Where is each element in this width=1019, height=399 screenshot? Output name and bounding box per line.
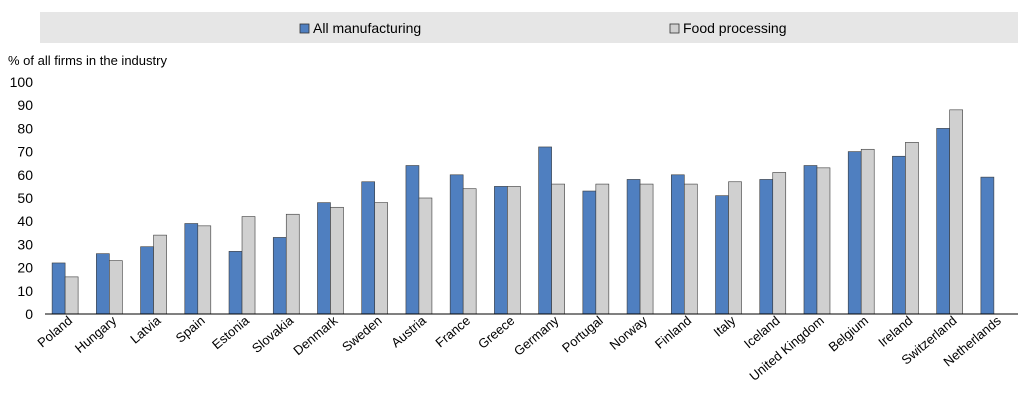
x-tick-label: Estonia bbox=[209, 312, 252, 352]
bar bbox=[639, 183, 654, 315]
bar bbox=[759, 179, 774, 315]
y-tick-label: 50 bbox=[17, 190, 33, 206]
bar bbox=[317, 202, 331, 315]
y-axis-label: % of all firms in the industry bbox=[8, 53, 167, 68]
bar bbox=[582, 190, 597, 315]
x-tick-label: Poland bbox=[34, 313, 75, 351]
bar bbox=[551, 183, 565, 315]
legend-band bbox=[40, 12, 1018, 43]
bar bbox=[772, 172, 787, 315]
x-tick-label: Norway bbox=[607, 312, 651, 352]
y-tick-label: 100 bbox=[10, 74, 34, 90]
legend-swatch bbox=[299, 23, 310, 34]
x-tick-label: Austria bbox=[388, 312, 429, 350]
bar bbox=[140, 246, 154, 315]
bar bbox=[626, 179, 641, 315]
y-tick-label: 60 bbox=[17, 167, 33, 183]
bar bbox=[197, 225, 212, 315]
y-tick-label: 30 bbox=[17, 236, 33, 252]
x-tick-label: Finland bbox=[652, 313, 694, 352]
x-tick-label: Belgium bbox=[826, 313, 872, 355]
y-tick-label: 20 bbox=[17, 260, 33, 276]
legend-label: All manufacturing bbox=[313, 20, 421, 36]
bar bbox=[494, 186, 508, 315]
bar bbox=[285, 213, 300, 315]
x-tick-label: Spain bbox=[173, 313, 208, 346]
x-tick-label: Hungary bbox=[72, 312, 120, 355]
y-tick-label: 0 bbox=[25, 306, 33, 322]
bar bbox=[418, 197, 433, 315]
x-tick-label: Slovakia bbox=[249, 312, 297, 356]
x-tick-label: Latvia bbox=[127, 312, 164, 346]
bar bbox=[892, 155, 906, 315]
bar bbox=[184, 223, 199, 315]
x-tick-label: Germany bbox=[511, 312, 562, 358]
bar bbox=[330, 206, 344, 315]
bar bbox=[980, 176, 995, 315]
y-tick-label: 80 bbox=[17, 120, 33, 136]
bar bbox=[374, 202, 389, 315]
bar bbox=[936, 128, 950, 315]
x-tick-label: Sweden bbox=[339, 313, 385, 355]
bar bbox=[361, 181, 376, 315]
x-tick-label: United Kingdom bbox=[746, 313, 827, 384]
bar bbox=[272, 237, 287, 315]
x-tick-label: France bbox=[432, 313, 473, 351]
x-tick-label: Portugal bbox=[559, 313, 606, 356]
legend-swatch bbox=[669, 23, 680, 34]
bar bbox=[109, 260, 123, 315]
bar bbox=[715, 195, 729, 315]
x-tick-label: Denmark bbox=[290, 312, 340, 358]
bar bbox=[595, 183, 610, 315]
bar bbox=[51, 262, 66, 315]
y-axis-ticks: 0 10 20 30 40 50 60 70 80 90 100 bbox=[10, 74, 34, 322]
y-tick-label: 70 bbox=[17, 144, 33, 160]
bar bbox=[670, 174, 685, 315]
x-tick-label: Ireland bbox=[875, 313, 915, 350]
bar bbox=[462, 188, 477, 315]
bar bbox=[96, 253, 110, 315]
bar bbox=[538, 146, 552, 315]
bar bbox=[64, 276, 79, 315]
bar bbox=[228, 251, 243, 315]
bar bbox=[847, 151, 862, 315]
bar bbox=[405, 165, 420, 315]
bar bbox=[860, 148, 875, 315]
bars bbox=[51, 109, 995, 315]
y-tick-label: 10 bbox=[17, 283, 33, 299]
y-tick-label: 40 bbox=[17, 213, 33, 229]
x-tick-label: Italy bbox=[711, 312, 739, 339]
bar bbox=[683, 183, 698, 315]
y-tick-label: 90 bbox=[17, 97, 33, 113]
bar bbox=[241, 216, 256, 315]
bar bbox=[728, 181, 742, 315]
bar bbox=[816, 167, 831, 315]
legend-label: Food processing bbox=[683, 20, 787, 36]
bar bbox=[153, 234, 167, 315]
bar bbox=[803, 165, 818, 315]
bar bbox=[507, 186, 521, 315]
bar bbox=[949, 109, 963, 315]
x-tick-label: Iceland bbox=[741, 313, 783, 351]
legend: All manufacturing Food processing bbox=[299, 20, 787, 36]
bar bbox=[449, 174, 464, 315]
bar bbox=[905, 142, 919, 315]
